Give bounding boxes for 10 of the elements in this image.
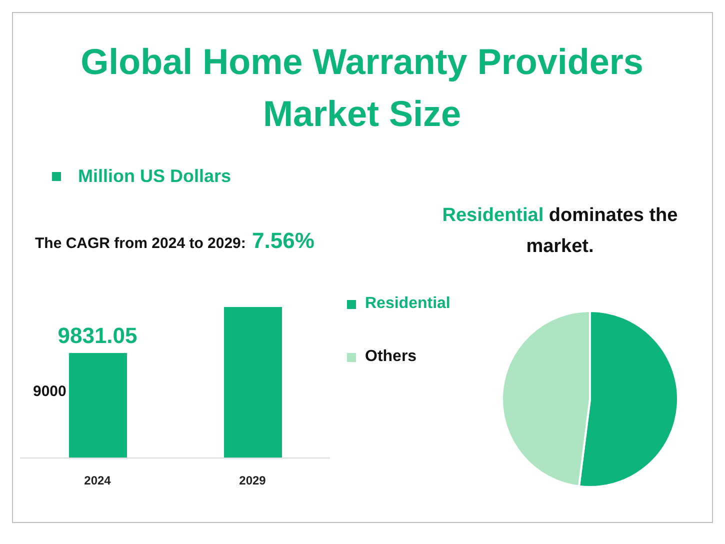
chart-title: Global Home Warranty Providers Market Size xyxy=(80,40,644,136)
chart-subtitle: The CAGR from 2024 to 2029: 7.56% xyxy=(35,228,314,254)
chart-title: Residential dominates the market. xyxy=(441,204,679,259)
x-tick-label: 2029 xyxy=(239,474,266,488)
x-tick-label: 2024 xyxy=(84,474,112,488)
legend-label: Others xyxy=(364,348,417,366)
annotation: 9831.05 xyxy=(58,323,138,348)
legend-label: Residential xyxy=(364,295,450,313)
legend-label: Million US Dollars xyxy=(77,166,232,187)
annotation: 9000 xyxy=(33,383,66,400)
